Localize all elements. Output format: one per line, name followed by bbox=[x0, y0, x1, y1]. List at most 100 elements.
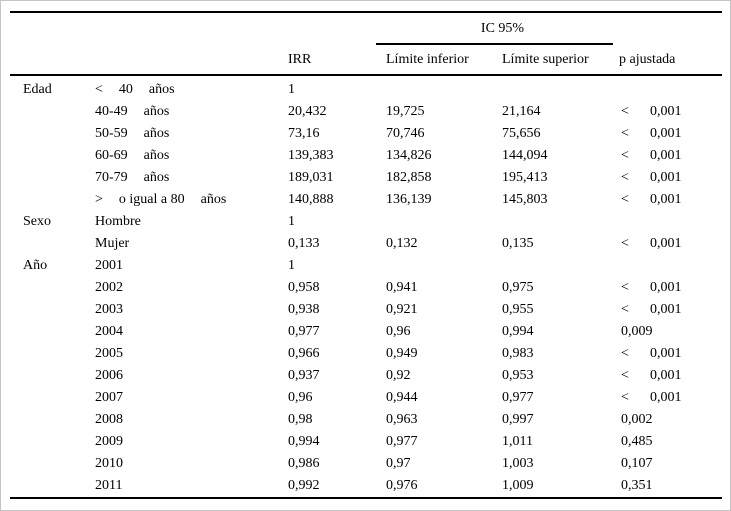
cell-limite-superior: 195,413 bbox=[502, 170, 548, 185]
less-than-sign: < bbox=[621, 170, 629, 185]
cell-p-ajustada: <0,001 bbox=[619, 126, 722, 142]
cell-limite-inferior: 70,746 bbox=[386, 126, 425, 141]
table-rule-top bbox=[10, 11, 722, 13]
table-row: 60-69 años 139,383 134,826 144,094 <0,001 bbox=[10, 145, 722, 167]
table-body: Edad <40 años 1 40-49 años 20,432 19,725 21,164 <… bbox=[10, 76, 722, 497]
table-row: 2002 0,958 0,941 0,975 <0,001 bbox=[10, 277, 722, 299]
cell-p-ajustada: <0,001 bbox=[619, 346, 722, 362]
cell-irr: 0,966 bbox=[288, 346, 320, 361]
cell-category: Hombre bbox=[95, 214, 288, 230]
cell-limite-inferior: 0,132 bbox=[386, 236, 418, 251]
category-token: años bbox=[143, 148, 170, 163]
cell-limite-inferior: 182,858 bbox=[386, 170, 432, 185]
cell-p-ajustada: <0,001 bbox=[619, 192, 722, 208]
less-than-sign: < bbox=[621, 368, 629, 383]
cell-p-ajustada: <0,001 bbox=[619, 170, 722, 186]
cell-irr: 20,432 bbox=[288, 104, 327, 119]
cell-limite-superior: 0,983 bbox=[502, 346, 534, 361]
cell-limite-inferior: 0,949 bbox=[386, 346, 418, 361]
cell-irr: 189,031 bbox=[288, 170, 334, 185]
cell-irr: 0,937 bbox=[288, 368, 320, 383]
p-value: 0,001 bbox=[650, 346, 682, 361]
table-row: 2006 0,937 0,92 0,953 <0,001 bbox=[10, 365, 722, 387]
column-header-ic95: IC 95% bbox=[376, 13, 619, 45]
category-token: 60-69 bbox=[95, 148, 128, 163]
cell-limite-inferior: 0,944 bbox=[386, 390, 418, 405]
cell-irr: 0,977 bbox=[288, 324, 320, 339]
cell-category: 2007 bbox=[95, 390, 288, 406]
category-token: años bbox=[148, 82, 175, 97]
table-rule-bottom bbox=[10, 497, 722, 499]
p-value: 0,001 bbox=[650, 368, 682, 383]
cell-irr: 1 bbox=[288, 258, 295, 273]
table-row: 2009 0,994 0,977 1,011 0,485 bbox=[10, 431, 722, 453]
less-than-sign: < bbox=[621, 148, 629, 163]
cell-group-label: Edad bbox=[23, 82, 52, 97]
cell-limite-superior: 0,135 bbox=[502, 236, 534, 251]
cell-p-ajustada: <0,001 bbox=[619, 148, 722, 164]
column-header-limite-superior: Límite superior bbox=[502, 51, 589, 67]
cell-category: Mujer bbox=[95, 236, 288, 252]
p-value: 0,001 bbox=[650, 192, 682, 207]
cell-limite-superior: 0,953 bbox=[502, 368, 534, 383]
category-token: 40 bbox=[118, 82, 133, 97]
cell-irr: 0,958 bbox=[288, 280, 320, 295]
cell-category: 60-69 años bbox=[95, 148, 288, 164]
category-token: 2002 bbox=[95, 280, 123, 295]
table-row: 2007 0,96 0,944 0,977 <0,001 bbox=[10, 387, 722, 409]
cell-limite-superior: 0,955 bbox=[502, 302, 534, 317]
table-row: 2004 0,977 0,96 0,994 0,009 bbox=[10, 321, 722, 343]
cell-limite-inferior: 19,725 bbox=[386, 104, 425, 119]
cell-category: 2009 bbox=[95, 434, 288, 450]
category-token: 50-59 bbox=[95, 126, 128, 141]
cell-limite-inferior: 0,977 bbox=[386, 434, 418, 449]
cell-limite-inferior: 0,96 bbox=[386, 324, 411, 339]
less-than-sign: < bbox=[621, 346, 629, 361]
table-row: 50-59 años 73,16 70,746 75,656 <0,001 bbox=[10, 123, 722, 145]
table-row: Mujer 0,133 0,132 0,135 <0,001 bbox=[10, 233, 722, 255]
cell-category: 2006 bbox=[95, 368, 288, 384]
cell-limite-superior: 144,094 bbox=[502, 148, 548, 163]
less-than-sign: < bbox=[621, 126, 629, 141]
category-token: 2011 bbox=[95, 478, 123, 493]
table-row: Edad <40 años 1 bbox=[10, 79, 722, 101]
less-than-sign: < bbox=[621, 280, 629, 295]
cell-limite-superior: 145,803 bbox=[502, 192, 548, 207]
cell-limite-superior: 1,003 bbox=[502, 456, 534, 471]
cell-category: 2010 bbox=[95, 456, 288, 472]
table-row: 2005 0,966 0,949 0,983 <0,001 bbox=[10, 343, 722, 365]
table-row: Sexo Hombre 1 bbox=[10, 211, 722, 233]
table-row: 2011 0,992 0,976 1,009 0,351 bbox=[10, 475, 722, 497]
cell-p-ajustada: 0,351 bbox=[621, 478, 653, 493]
cell-limite-inferior: 134,826 bbox=[386, 148, 432, 163]
category-token: Hombre bbox=[95, 214, 141, 229]
cell-p-ajustada: <0,001 bbox=[619, 104, 722, 120]
table-row: 2003 0,938 0,921 0,955 <0,001 bbox=[10, 299, 722, 321]
cell-irr: 0,96 bbox=[288, 390, 313, 405]
less-than-sign: < bbox=[621, 236, 629, 251]
cell-p-ajustada: <0,001 bbox=[619, 368, 722, 384]
cell-category: 2002 bbox=[95, 280, 288, 296]
cell-category: 2005 bbox=[95, 346, 288, 362]
cell-group-label: Año bbox=[23, 258, 48, 273]
cell-limite-inferior: 0,941 bbox=[386, 280, 418, 295]
cell-limite-inferior: 0,97 bbox=[386, 456, 411, 471]
cell-irr: 73,16 bbox=[288, 126, 320, 141]
cell-p-ajustada: <0,001 bbox=[619, 236, 722, 252]
p-value: 0,001 bbox=[650, 126, 682, 141]
cell-category: 40-49 años bbox=[95, 104, 288, 120]
cell-p-ajustada: 0,009 bbox=[621, 324, 653, 339]
cell-irr: 1 bbox=[288, 214, 295, 229]
cell-limite-superior: 21,164 bbox=[502, 104, 541, 119]
less-than-sign: < bbox=[621, 104, 629, 119]
cell-p-ajustada: 0,002 bbox=[621, 412, 653, 427]
cell-p-ajustada: <0,001 bbox=[619, 390, 722, 406]
cell-p-ajustada: <0,001 bbox=[619, 302, 722, 318]
cell-limite-superior: 0,997 bbox=[502, 412, 534, 427]
category-token: años bbox=[143, 126, 170, 141]
cell-category: 2008 bbox=[95, 412, 288, 428]
cell-category: 50-59 años bbox=[95, 126, 288, 142]
category-token: 2009 bbox=[95, 434, 123, 449]
category-token: < bbox=[95, 82, 103, 97]
